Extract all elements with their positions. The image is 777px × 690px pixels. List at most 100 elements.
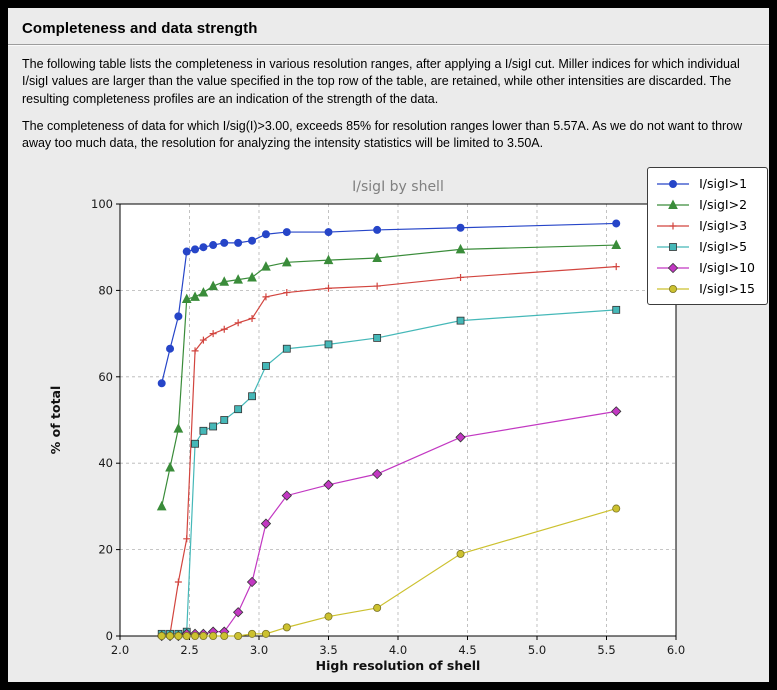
circle-marker <box>166 632 175 641</box>
chart-title: I/sigI by shell <box>352 179 444 195</box>
circle-marker <box>191 632 200 641</box>
y-tick-label: 40 <box>98 456 113 470</box>
diamond-marker <box>371 469 383 480</box>
circle-marker <box>234 239 243 248</box>
square-marker <box>669 242 678 251</box>
triangle-marker <box>190 291 200 302</box>
circle-marker <box>456 224 465 233</box>
circle-marker <box>166 344 175 353</box>
circle-marker <box>282 623 291 632</box>
circle-marker <box>182 247 191 256</box>
circle-marker <box>157 379 166 388</box>
legend-label: I/sigI>15 <box>699 281 755 297</box>
triangle-marker <box>219 276 230 287</box>
triangle-marker <box>156 501 167 511</box>
diamond-marker <box>246 577 258 588</box>
circle-marker <box>282 228 291 237</box>
circle-marker <box>669 179 678 188</box>
legend-sample-circle <box>657 284 690 293</box>
legend-item: I/sigI>15 <box>656 278 755 299</box>
intro-paragraph: The following table lists the completene… <box>22 57 740 106</box>
triangle-marker <box>233 274 244 284</box>
series-line-i-sigi-3 <box>161 266 617 637</box>
triangle-marker <box>323 254 334 265</box>
y-tick-label: 80 <box>98 284 113 298</box>
y-tick-label: 20 <box>98 543 113 557</box>
circle-marker <box>174 632 183 641</box>
diamond-marker <box>455 432 466 443</box>
plus-marker <box>612 263 620 271</box>
series-line-i-sigi-1 <box>161 223 617 384</box>
x-tick-label: 3.5 <box>319 643 337 657</box>
plus-marker <box>183 535 191 543</box>
square-marker <box>209 422 218 431</box>
title-divider <box>8 44 769 46</box>
square-marker <box>373 334 382 343</box>
plus-marker <box>325 284 332 292</box>
legend-label: I/sigI>3 <box>699 218 748 234</box>
legend-item: I/sigI>2 <box>656 194 755 215</box>
legend-sample-plus <box>657 222 690 230</box>
circle-marker <box>191 245 200 254</box>
circle-marker <box>220 239 229 248</box>
triangle-marker <box>165 462 175 472</box>
circle-marker <box>248 630 257 639</box>
y-tick-label: 100 <box>91 197 113 211</box>
diamond-marker <box>232 607 244 618</box>
plus-marker <box>457 274 465 282</box>
x-axis-label: High resolution of shell <box>316 658 481 673</box>
circle-marker <box>234 632 243 641</box>
circle-marker <box>209 241 218 250</box>
square-marker <box>456 316 465 325</box>
circle-marker <box>174 312 183 321</box>
series-line-i-sigi-15 <box>161 508 617 637</box>
circle-marker <box>669 284 678 293</box>
square-marker <box>324 340 333 349</box>
legend-item: I/sigI>3 <box>656 215 755 236</box>
x-tick-label: 5.0 <box>528 643 546 657</box>
triangle-marker <box>372 252 383 263</box>
square-marker <box>248 392 256 401</box>
x-tick-label: 2.0 <box>111 643 129 657</box>
page-title: Completeness and data strength <box>22 20 258 37</box>
circle-marker <box>456 550 465 559</box>
x-tick-label: 2.5 <box>180 643 198 657</box>
y-axis-label: % of total <box>48 386 63 455</box>
resolution-note-paragraph: The completeness of data for which I/sig… <box>22 118 743 150</box>
circle-marker <box>199 243 208 252</box>
diamond-marker <box>611 406 622 417</box>
legend-item: I/sigI>10 <box>656 257 755 278</box>
triangle-marker <box>208 280 218 291</box>
x-tick-label: 6.0 <box>667 643 685 657</box>
triangle-marker <box>281 257 292 267</box>
circle-marker <box>199 632 208 641</box>
plus-marker <box>248 315 256 323</box>
circle-marker <box>209 632 218 641</box>
plus-marker <box>283 289 291 297</box>
isigi-by-shell-chart: 2.0 2.5 3.0 3.5 4.0 4.5 5.0 5.5 6.0 0 20 40 60 80 100 I… <box>48 179 685 673</box>
y-tick-label: 60 <box>98 370 113 384</box>
plus-marker <box>220 326 228 334</box>
x-tick-label: 4.5 <box>458 643 476 657</box>
legend-item: I/sigI>1 <box>656 173 755 194</box>
circle-marker <box>261 230 270 239</box>
chart-figure: 2.0 2.5 3.0 3.5 4.0 4.5 5.0 5.5 6.0 0 20 40 60 80 100 I… <box>8 158 769 682</box>
triangle-marker <box>247 272 257 282</box>
triangle-marker <box>181 293 192 304</box>
legend-item: I/sigI>5 <box>656 236 755 257</box>
plus-marker <box>234 319 242 327</box>
legend-label: I/sigI>1 <box>699 176 748 192</box>
circle-marker <box>220 632 229 641</box>
chart-legend: I/sigI>1 I/sigI>2 I/sigI>3 I/sigI>5 I/sigI>1… <box>647 167 768 306</box>
circle-marker <box>248 236 257 245</box>
triangle-marker <box>173 423 184 433</box>
square-marker <box>262 362 270 371</box>
circle-marker <box>612 504 621 513</box>
report-page: Completeness and data strength The follo… <box>8 8 769 682</box>
plus-marker <box>191 347 199 355</box>
plus-marker <box>199 336 207 344</box>
series-line-i-sigi-5 <box>161 309 617 635</box>
plus-marker <box>373 282 381 290</box>
triangle-marker <box>611 239 622 250</box>
